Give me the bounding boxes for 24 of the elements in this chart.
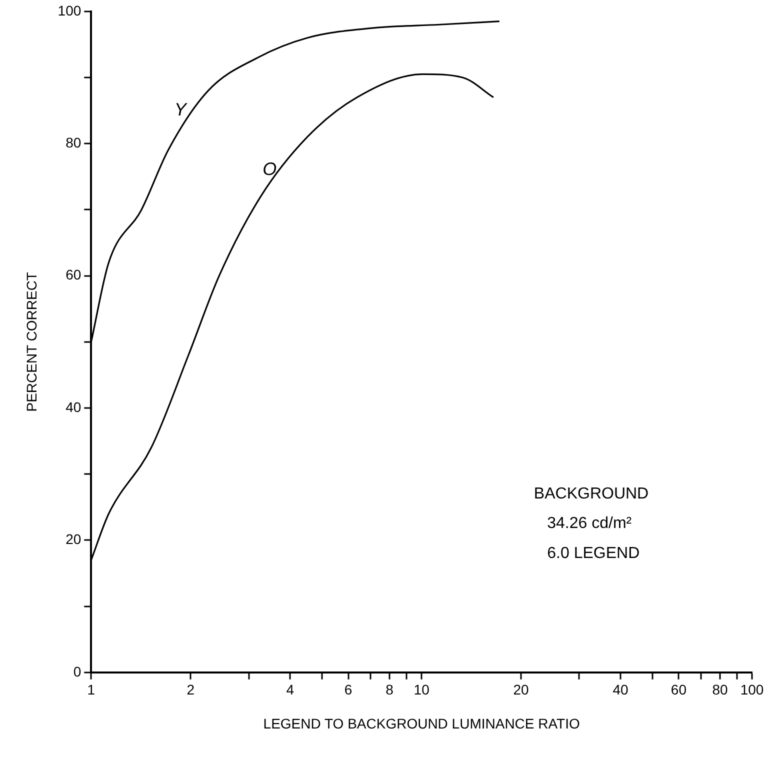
- x-tick-label: 4: [286, 682, 294, 698]
- y-tick-label: 40: [66, 398, 82, 415]
- x-axis-title: LEGEND TO BACKGROUND LUMINANCE RATIO: [263, 715, 580, 732]
- x-tick-label: 60: [670, 682, 687, 698]
- y-tick-label: 100: [58, 2, 82, 18]
- y-tick-label: 20: [66, 531, 82, 548]
- x-tick-label: 80: [712, 682, 728, 698]
- x-tick-label: 8: [386, 682, 394, 698]
- annotation: O: [262, 159, 277, 180]
- x-tick-label: 40: [612, 682, 629, 698]
- annotation: BACKGROUND: [534, 485, 649, 502]
- annotation: 34.26 cd/m²: [547, 515, 632, 532]
- x-tick-label: 6: [344, 682, 352, 698]
- y-tick-label: 60: [66, 266, 82, 283]
- annotation: Y: [174, 100, 188, 120]
- x-tick-label: 10: [414, 682, 430, 698]
- annotation: 6.0 LEGEND: [547, 544, 640, 562]
- y-tick-label: 80: [66, 134, 82, 150]
- y-axis-title: PERCENT CORRECT: [23, 272, 40, 412]
- x-tick-label: 20: [513, 682, 530, 698]
- x-tick-label: 2: [186, 682, 195, 698]
- x-tick-label: 100: [740, 682, 764, 698]
- y-tick-label: 0: [73, 663, 82, 680]
- x-tick-label: 1: [87, 682, 96, 698]
